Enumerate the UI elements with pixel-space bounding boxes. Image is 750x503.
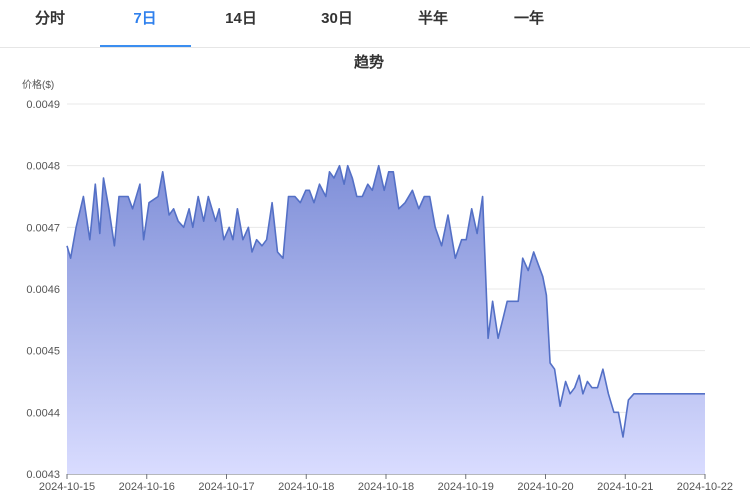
x-tick-label: 2024-10-21 <box>597 481 653 493</box>
tab-30-day[interactable]: 30日 <box>321 10 353 27</box>
tab-half-year[interactable]: 半年 <box>417 10 448 27</box>
tab-7-day[interactable]: 7日 <box>133 10 157 27</box>
x-tick-label: 2024-10-22 <box>677 481 733 493</box>
y-tick-label: 0.0046 <box>26 284 60 296</box>
y-tick-label: 0.0044 <box>26 407 60 419</box>
active-tab-underline <box>100 45 191 47</box>
x-tick-label: 2024-10-19 <box>438 481 494 493</box>
price-series <box>66 164 705 474</box>
x-tick-label: 2024-10-16 <box>119 481 175 493</box>
period-tabs: 分时 7日 14日 30日 半年 一年 <box>0 0 750 48</box>
tab-one-year[interactable]: 一年 <box>513 10 544 27</box>
chart-title: 趋势 <box>354 53 384 71</box>
tab-intraday[interactable]: 分时 <box>34 10 65 27</box>
y-axis-ticks: 0.0049 0.0048 0.0047 0.0046 0.0045 0.0044 0.00… <box>26 99 60 481</box>
y-tick-label: 0.0047 <box>26 222 60 234</box>
y-tick-label: 0.0049 <box>26 99 60 111</box>
x-tick-label: 2024-10-18 <box>278 481 334 493</box>
x-axis-ticks: 2024-10-15 2024-10-16 2024-10-17 2024-10-18… <box>39 473 733 493</box>
price-area-fill <box>67 165 705 474</box>
price-line <box>66 164 705 438</box>
x-tick-label: 2024-10-15 <box>39 481 95 493</box>
y-axis-label: 价格($) <box>22 78 54 91</box>
y-tick-label: 0.0048 <box>26 161 60 173</box>
y-tick-label: 0.0045 <box>26 346 60 358</box>
x-tick-label: 2024-10-18 <box>358 481 414 493</box>
x-tick-label: 2024-10-20 <box>517 481 573 493</box>
y-tick-label: 0.0043 <box>26 469 60 481</box>
tab-14-day[interactable]: 14日 <box>225 10 257 27</box>
x-tick-label: 2024-10-17 <box>198 481 254 493</box>
